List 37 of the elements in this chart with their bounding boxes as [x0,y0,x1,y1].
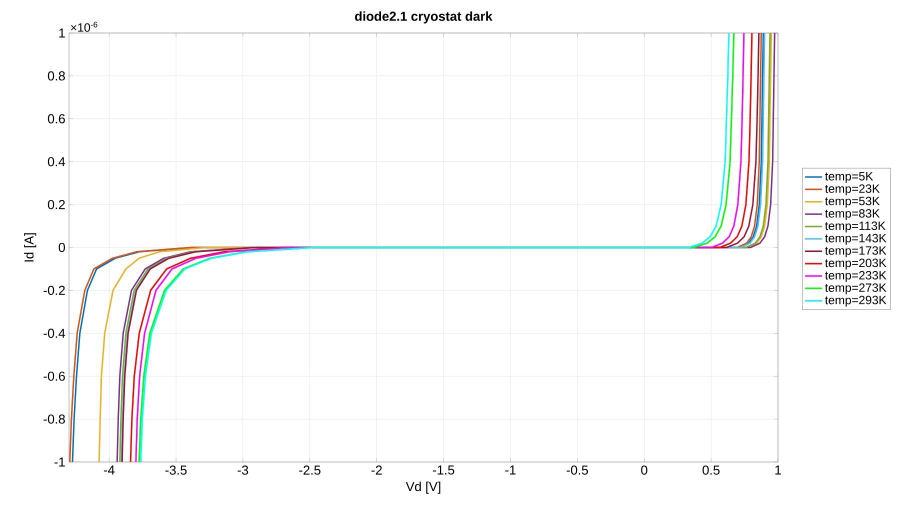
x-tick-label: -3.5 [165,466,187,475]
y-tick-label: -1 [54,458,65,466]
y-axis-title: Id [A] [24,233,36,262]
x-tick-label: -3 [238,466,248,475]
y-tick-label: -0.2 [44,286,65,295]
legend-label: temp=293K [825,296,886,307]
legend-label: temp=113K [825,222,886,232]
y-tick-label: -0.6 [44,372,65,381]
x-tick-label: 1 [775,466,781,474]
chart-title: diode2.1 cryostat dark [355,11,492,24]
y-tick-label: 0.8 [48,71,65,80]
y-tick-label: 0.6 [48,114,65,124]
legend-label: temp=173K [825,246,886,258]
legend-label: temp=143K [825,234,886,245]
text: ×10$^{-6}$ [71,22,98,32]
x-tick-label: -4 [104,466,115,474]
y-tick-label: -0.4 [44,328,66,338]
legend-label: temp=53K [825,196,880,208]
legend-label: temp=203K [825,258,886,270]
legend-label: temp=83K [825,209,880,220]
y-tick-label: -0.8 [44,414,65,424]
x-axis-title: Vd [V] [406,482,440,494]
x-tick-label: -2 [371,466,382,475]
legend-label: temp=273K [825,283,886,294]
legend-label: temp=23K [825,184,880,196]
x-tick-label: -1.5 [432,466,454,475]
legend-label: temp=233K [825,271,886,282]
y-tick-label: 1 [59,28,65,38]
y-tick-label: 0.4 [48,157,66,166]
x-tick-label: -0.5 [566,466,588,475]
y-tick-label: 0 [58,242,65,252]
legend-label: temp=5K [825,172,874,183]
y-tick-label: 0.2 [48,200,65,210]
x-tick-label: -2.5 [299,466,320,475]
x-tick-label: 0 [641,466,648,475]
x-tick-label: -1 [505,466,516,474]
x-tick-label: 0.5 [702,466,720,475]
